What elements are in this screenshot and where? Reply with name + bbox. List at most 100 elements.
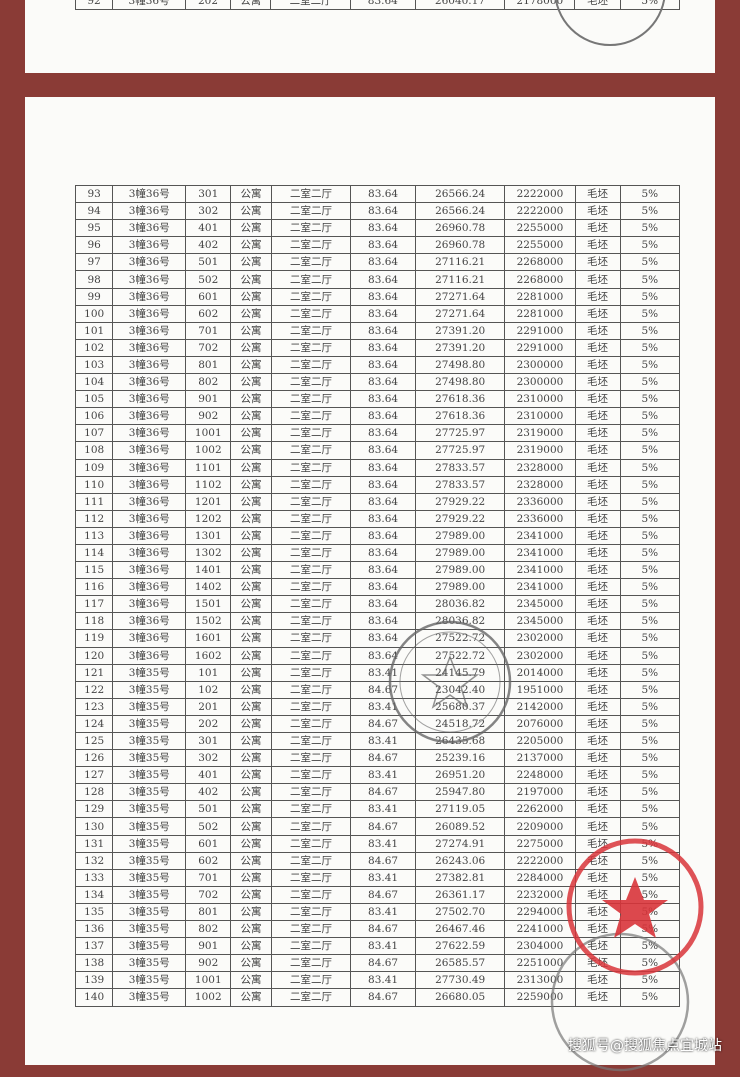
table-cell: 毛坯 — [574, 834, 621, 853]
table-cell: 129 — [74, 800, 114, 819]
table-cell: 5% — [619, 441, 681, 460]
table-cell: 二室二厅 — [270, 629, 352, 648]
table-cell: 115 — [74, 561, 114, 580]
table-cell: 83.64 — [350, 595, 416, 614]
table-cell: 2142000 — [504, 697, 576, 716]
table-cell: 公寓 — [230, 184, 272, 204]
table-cell: 901 — [185, 390, 232, 409]
table-cell: 2241000 — [504, 920, 576, 939]
table-cell: 公寓 — [230, 629, 272, 648]
table-cell: 2319000 — [504, 424, 576, 443]
table-row: 126 3幢35号 302 公寓 二室二厅 84.67 25239.16 2137000 毛坯 5… — [74, 749, 681, 768]
table-cell: 2336000 — [504, 492, 576, 511]
table-row: 111 3幢36号 1201 公寓 二室二厅 83.64 27929.22 2336000 毛坯… — [74, 492, 681, 511]
table-cell: 2262000 — [504, 800, 576, 819]
table-cell: 83.64 — [350, 270, 416, 289]
table-cell: 5% — [619, 304, 681, 323]
table-cell: 3幢36号 — [112, 646, 187, 665]
table-cell: 127 — [74, 766, 114, 785]
table-cell: 27391.20 — [414, 321, 506, 340]
table-cell: 124 — [74, 714, 114, 734]
table-cell: 26361.17 — [414, 885, 506, 904]
table-cell: 二室二厅 — [270, 612, 352, 631]
table-cell: 84.67 — [350, 680, 416, 699]
table-cell: 1102 — [185, 475, 232, 494]
table-cell: 公寓 — [230, 0, 272, 11]
table-cell: 3幢36号 — [112, 441, 187, 460]
table-cell: 26951.20 — [414, 766, 506, 785]
table-cell: 83.64 — [350, 526, 416, 545]
table-cell: 2222000 — [504, 202, 576, 221]
table-cell: 5% — [619, 902, 681, 922]
table-cell: 毛坯 — [574, 902, 621, 922]
table-cell: 125 — [74, 731, 114, 751]
table-cell: 公寓 — [230, 424, 272, 443]
table-cell: 83.64 — [350, 253, 416, 272]
table-cell: 毛坯 — [574, 783, 621, 802]
table-cell: 27498.80 — [414, 373, 506, 392]
table-row: 97 3幢36号 501 公寓 二室二厅 83.64 27116.21 2268000 毛坯 5% — [74, 253, 681, 272]
table-cell: 二室二厅 — [270, 390, 352, 409]
table-cell: 5% — [619, 595, 681, 614]
table-cell: 5% — [619, 219, 681, 238]
table-cell: 3幢36号 — [112, 304, 187, 323]
table-cell: 83.64 — [350, 338, 416, 357]
table-cell: 3幢35号 — [112, 680, 187, 699]
table-row: 116 3幢36号 1402 公寓 二室二厅 83.64 27989.00 2341000 毛坯… — [74, 578, 681, 597]
table-cell: 毛坯 — [574, 236, 621, 255]
price-table-continued: 92 3幢36号 202 公寓 二室二厅 83.64 26040.17 2178000 毛坯 5% — [74, 0, 681, 11]
table-cell: 3幢36号 — [112, 338, 187, 357]
table-cell: 27116.21 — [414, 253, 506, 272]
table-cell: 3幢36号 — [112, 424, 187, 443]
table-cell: 2294000 — [504, 902, 576, 922]
table-row: 105 3幢36号 901 公寓 二室二厅 83.64 27618.36 2310000 毛坯 5… — [74, 390, 681, 409]
table-row: 92 3幢36号 202 公寓 二室二厅 83.64 26040.17 2178000 毛坯 5% — [74, 0, 681, 11]
table-row: 122 3幢35号 102 公寓 二室二厅 84.67 23042.40 1951000 毛坯 5… — [74, 680, 681, 699]
table-cell: 毛坯 — [574, 714, 621, 734]
table-cell: 二室二厅 — [270, 184, 352, 204]
table-cell: 107 — [74, 424, 114, 443]
table-cell: 2284000 — [504, 868, 576, 887]
table-cell: 二室二厅 — [270, 646, 352, 665]
table-cell: 公寓 — [230, 390, 272, 409]
table-cell: 5% — [619, 407, 681, 426]
table-cell: 2076000 — [504, 714, 576, 734]
table-cell: 84.67 — [350, 749, 416, 768]
table-cell: 27274.91 — [414, 834, 506, 853]
table-cell: 毛坯 — [574, 355, 621, 375]
table-cell: 301 — [185, 184, 232, 204]
table-cell: 毛坯 — [574, 800, 621, 819]
table-cell: 701 — [185, 868, 232, 887]
table-cell: 902 — [185, 407, 232, 426]
table-row: 127 3幢35号 401 公寓 二室二厅 83.41 26951.20 2248000 毛坯 5… — [74, 766, 681, 785]
table-cell: 二室二厅 — [270, 441, 352, 460]
table-cell: 公寓 — [230, 749, 272, 768]
table-cell: 27929.22 — [414, 509, 506, 528]
table-cell: 139 — [74, 971, 114, 990]
table-cell: 27989.00 — [414, 561, 506, 580]
table-cell: 27618.36 — [414, 390, 506, 409]
price-table: 93 3幢36号 301 公寓 二室二厅 83.64 26566.24 2222000 毛坯 5%… — [74, 184, 681, 1007]
table-cell: 1502 — [185, 612, 232, 631]
table-cell: 83.64 — [350, 390, 416, 409]
table-cell: 二室二厅 — [270, 509, 352, 528]
table-cell: 116 — [74, 578, 114, 597]
table-cell: 3幢35号 — [112, 834, 187, 853]
table-cell: 5% — [619, 543, 681, 563]
table-cell: 5% — [619, 646, 681, 665]
table-cell: 二室二厅 — [270, 526, 352, 545]
table-cell: 100 — [74, 304, 114, 323]
table-cell: 99 — [74, 287, 114, 306]
table-row: 114 3幢36号 1302 公寓 二室二厅 83.64 27989.00 2341000 毛坯… — [74, 543, 681, 563]
table-cell: 122 — [74, 680, 114, 699]
table-cell: 2319000 — [504, 441, 576, 460]
table-cell: 二室二厅 — [270, 954, 352, 973]
table-cell: 83.64 — [350, 287, 416, 306]
table-cell: 毛坯 — [574, 492, 621, 511]
table-cell: 26243.06 — [414, 851, 506, 870]
table-cell: 公寓 — [230, 595, 272, 614]
table-cell: 27382.81 — [414, 868, 506, 887]
table-cell: 1602 — [185, 646, 232, 665]
table-row: 124 3幢35号 202 公寓 二室二厅 84.67 24518.72 2076000 毛坯 5… — [74, 714, 681, 734]
table-cell: 3幢36号 — [112, 475, 187, 494]
